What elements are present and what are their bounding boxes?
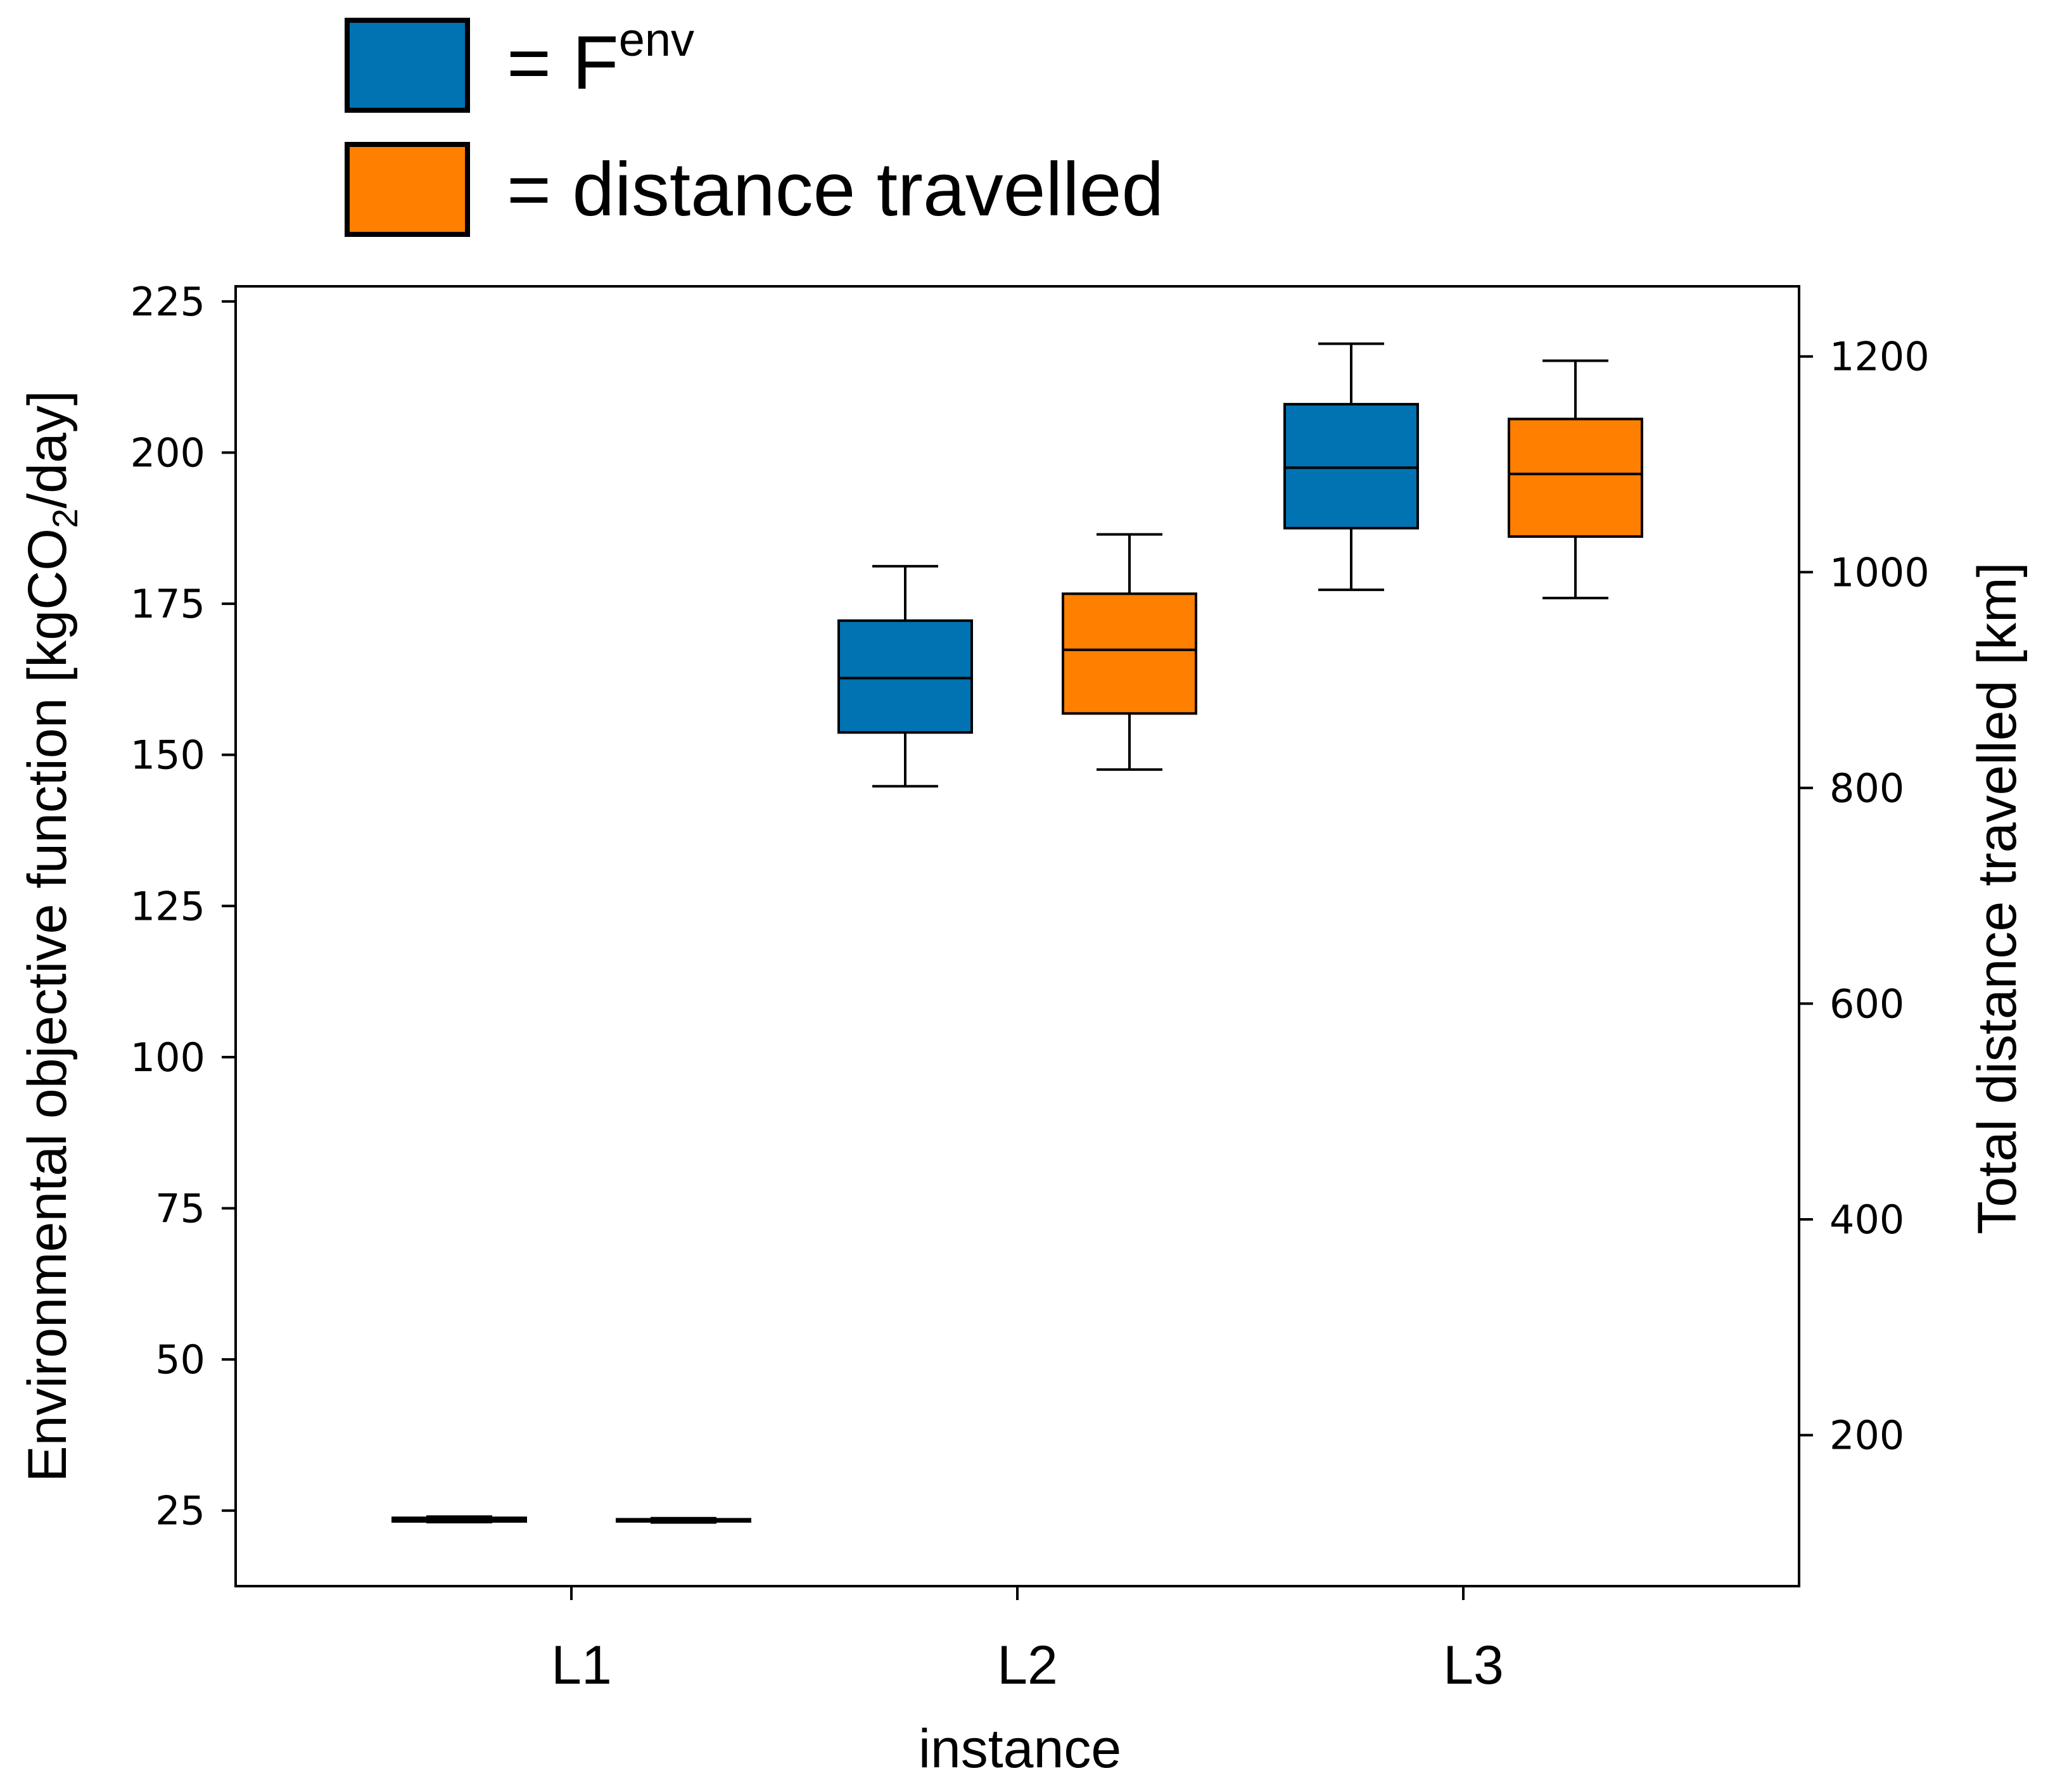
x-tick-label-l1: L1 xyxy=(551,1635,612,1696)
y-axis-left-title: Environmental objective function [kgCO2/… xyxy=(17,390,85,1482)
legend: = Fenv = distance travelled xyxy=(345,13,1164,237)
box-iqr xyxy=(1062,592,1197,715)
x-tick-label-l2: L2 xyxy=(997,1635,1058,1696)
y-left-tick-label: 75 xyxy=(155,1185,205,1231)
box-fenv-l2 xyxy=(837,564,973,788)
legend-swatch-fenv xyxy=(345,18,470,113)
y-left-tick-label: 50 xyxy=(155,1337,205,1383)
box-fenv-l3 xyxy=(1283,342,1419,592)
y-right-tick-label: 200 xyxy=(1829,1413,1904,1459)
y-left-tick-label: 25 xyxy=(155,1488,205,1534)
y-axis-left-title-prefix: Environmental objective function [kgCO xyxy=(17,528,78,1482)
legend-label-fenv-sup: env xyxy=(619,13,694,66)
box-distance-l1 xyxy=(616,1516,751,1524)
box-iqr xyxy=(1508,417,1643,538)
legend-swatch-distance xyxy=(345,142,470,237)
y-left-tick-label: 225 xyxy=(130,279,205,325)
box-fenv-l1 xyxy=(391,1515,527,1523)
x-axis: L1 L2 L3 xyxy=(551,1586,1504,1696)
y-axis-left-title-suffix: /day] xyxy=(17,390,78,508)
y-axis-right-title: Total distance travelled [km] xyxy=(1967,562,2028,1234)
box-distance-l3 xyxy=(1508,359,1643,600)
legend-label-fenv: = Fenv xyxy=(507,13,694,105)
y-left-tick-label: 100 xyxy=(130,1034,205,1081)
y-axis-left-title-subscript: 2 xyxy=(45,509,85,528)
y-left-tick-label: 200 xyxy=(130,429,205,476)
y-right-tick-label: 600 xyxy=(1829,981,1904,1027)
y-right-tick-label: 400 xyxy=(1829,1197,1904,1243)
box-series xyxy=(391,342,1643,1524)
y-right-tick-label: 1200 xyxy=(1829,334,1930,380)
y-axis-right: 200 400 600 800 1000 1200 xyxy=(1799,334,1930,1459)
y-right-tick-label: 800 xyxy=(1829,765,1904,811)
x-tick-label-l3: L3 xyxy=(1443,1635,1504,1696)
box-iqr xyxy=(837,619,973,734)
legend-label-distance: = distance travelled xyxy=(507,147,1164,232)
y-axis-left: 25 50 75 100 125 150 175 200 225 xyxy=(130,279,236,1534)
legend-label-fenv-main: = F xyxy=(507,20,619,105)
box-iqr xyxy=(1283,403,1419,530)
y-left-tick-label: 175 xyxy=(130,581,205,627)
y-left-tick-label: 150 xyxy=(130,732,205,778)
x-axis-title: instance xyxy=(919,1719,1121,1779)
y-left-tick-label: 125 xyxy=(130,883,205,929)
y-right-tick-label: 1000 xyxy=(1829,549,1930,595)
box-distance-l2 xyxy=(1062,533,1197,771)
